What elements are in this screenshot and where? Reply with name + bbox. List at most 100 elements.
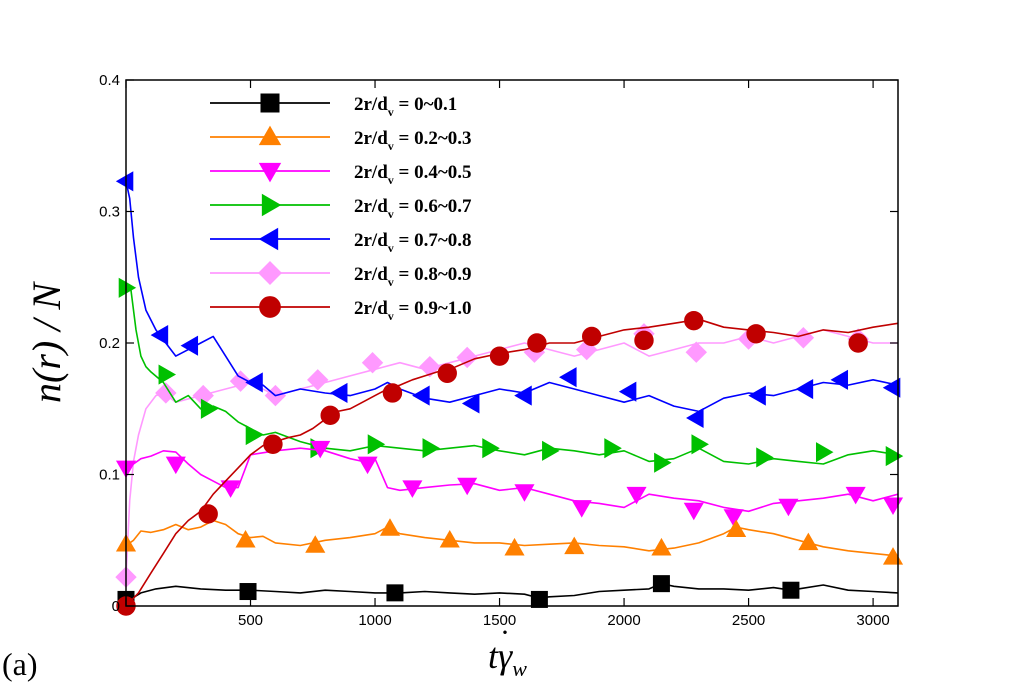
series-5: [115, 323, 898, 588]
data-point: [514, 385, 532, 406]
legend-marker: [258, 227, 279, 251]
series-2: [115, 440, 904, 527]
x-tick-label: 1500: [483, 612, 516, 629]
data-point: [320, 405, 340, 426]
data-point: [439, 530, 460, 548]
data-point: [180, 335, 199, 356]
gamma-dot-accent: ·: [500, 616, 510, 649]
series-line: [125, 287, 899, 465]
data-point: [571, 500, 592, 518]
data-point: [530, 590, 548, 608]
data-point: [618, 381, 637, 402]
data-point: [778, 498, 799, 517]
data-point: [726, 519, 747, 538]
legend-entry: 2r/dv = 0.4~0.5: [210, 162, 472, 187]
data-point: [263, 434, 283, 454]
legend-marker: [258, 162, 282, 183]
data-point: [456, 346, 478, 369]
data-point: [683, 502, 704, 521]
data-point: [685, 341, 707, 363]
series-6: [116, 310, 899, 616]
data-point: [158, 364, 177, 385]
legend-marker: [261, 193, 282, 217]
data-point: [367, 434, 386, 455]
x-tick-label: 1000: [358, 612, 391, 629]
data-point: [504, 537, 525, 556]
data-point: [310, 440, 331, 459]
data-point: [419, 355, 441, 378]
data-point: [386, 584, 404, 602]
data-point: [220, 480, 241, 498]
data-point: [746, 324, 766, 344]
data-point: [239, 583, 257, 601]
data-point: [882, 497, 904, 515]
y-tick-label: 0.2: [99, 335, 120, 352]
y-tick-label: 0: [112, 598, 120, 615]
legend-marker: [260, 93, 280, 113]
legend-entry: 2r/dv = 0.8~0.9: [210, 261, 472, 289]
x-tick-label: 500: [238, 612, 263, 629]
data-point: [489, 346, 510, 366]
data-point: [848, 333, 868, 353]
series-4: [115, 171, 901, 429]
data-point: [402, 480, 423, 498]
legend-marker: [259, 296, 281, 318]
data-point: [198, 504, 218, 524]
data-point: [686, 407, 704, 429]
data-point: [200, 398, 219, 419]
data-point: [361, 352, 384, 374]
data-point: [559, 367, 577, 388]
legend-label: 2r/dv = 0~0.1: [354, 94, 457, 119]
data-point: [329, 382, 348, 404]
data-point: [782, 581, 800, 599]
data-point: [382, 383, 403, 403]
data-point: [527, 333, 547, 353]
data-point: [845, 486, 866, 505]
data-point: [422, 438, 441, 459]
legend-label: 2r/dv = 0.7~0.8: [354, 230, 472, 255]
data-point: [691, 434, 709, 455]
data-point: [792, 327, 815, 349]
data-point: [245, 424, 264, 446]
data-point: [165, 456, 186, 475]
data-point: [564, 536, 585, 555]
data-point: [235, 530, 256, 548]
data-point: [723, 509, 744, 527]
x-axis-label: tγw: [488, 636, 527, 681]
data-point: [482, 438, 500, 459]
data-point: [155, 382, 177, 404]
y-tick-label: 0.4: [99, 72, 120, 89]
data-point: [654, 452, 672, 473]
legend-marker: [258, 261, 282, 285]
data-point: [798, 532, 819, 551]
data-point: [457, 477, 478, 496]
data-point: [581, 326, 602, 347]
legend-entry: 2r/dv = 0.9~1.0: [210, 296, 472, 323]
data-point: [748, 385, 766, 406]
legend-marker: [258, 125, 282, 146]
legend-label: 2r/dv = 0.2~0.3: [354, 128, 472, 153]
panel-label: (a): [2, 646, 38, 682]
legend-label: 2r/dv = 0.8~0.9: [354, 264, 472, 289]
series-1: [115, 518, 904, 565]
data-point: [542, 440, 560, 461]
data-point: [795, 378, 814, 400]
data-point: [412, 385, 430, 406]
legend-entry: 2r/dv = 0.2~0.3: [210, 125, 472, 153]
series-line: [125, 318, 899, 607]
y-tick-label: 0.1: [99, 467, 120, 484]
data-point: [115, 171, 134, 192]
data-point: [229, 370, 252, 392]
y-tick-label: 0.3: [99, 204, 120, 221]
legend-label: 2r/dv = 0.6~0.7: [354, 196, 472, 221]
legend-label: 2r/dv = 0.4~0.5: [354, 162, 472, 187]
y-axis-label: n(r) / N: [24, 281, 69, 403]
legend-entry: 2r/dv = 0~0.1: [210, 93, 457, 119]
legend-label: 2r/dv = 0.9~1.0: [354, 298, 472, 323]
data-point: [307, 369, 329, 391]
data-point: [305, 535, 326, 553]
data-point: [604, 438, 622, 459]
legend-entry: 2r/dv = 0.7~0.8: [210, 227, 472, 255]
series-0: [117, 575, 899, 608]
data-point: [830, 369, 849, 390]
